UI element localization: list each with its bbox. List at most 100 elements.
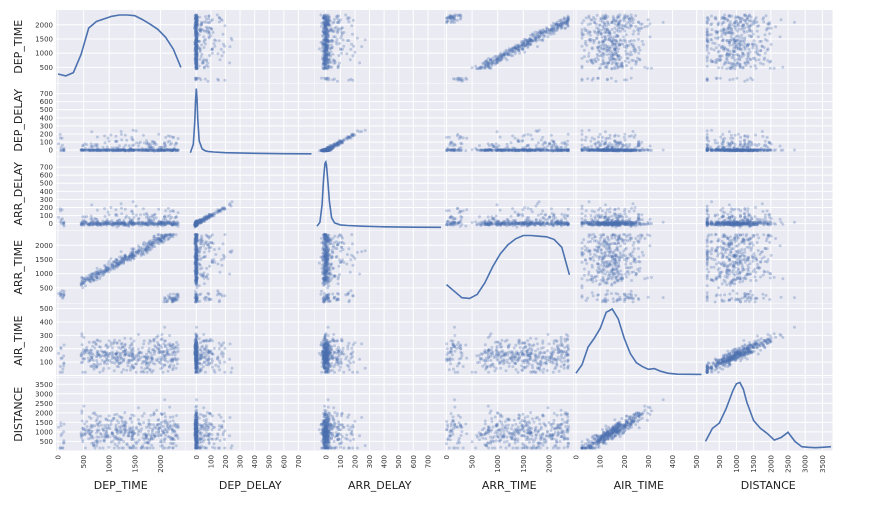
cell-background — [185, 83, 315, 157]
scatter-point — [582, 55, 586, 59]
scatter-point — [613, 148, 617, 152]
scatter-point — [348, 58, 352, 62]
scatter-point — [608, 38, 612, 42]
scatter-point — [602, 47, 606, 51]
scatter-point — [541, 143, 545, 147]
scatter-point — [750, 35, 754, 39]
scatter-point — [733, 133, 737, 137]
scatter-point — [132, 216, 136, 219]
scatter-point — [209, 19, 213, 23]
scatter-point — [119, 130, 123, 133]
scatter-point — [590, 144, 594, 148]
scatter-point — [105, 149, 109, 152]
scatter-point — [176, 221, 180, 225]
scatter-point — [207, 35, 211, 39]
scatter-point — [195, 58, 199, 62]
scatter-point — [497, 144, 501, 148]
scatter-point — [205, 58, 209, 62]
scatter-point — [196, 28, 200, 32]
scatter-point — [195, 15, 199, 19]
scatter-point — [621, 24, 625, 28]
scatter-point — [194, 24, 198, 28]
scatter-point — [544, 30, 548, 34]
scatter-point — [740, 33, 744, 37]
scatter-point — [204, 64, 208, 68]
scatter-point — [193, 14, 197, 18]
scatter-point — [613, 133, 617, 137]
scatter-point — [328, 47, 332, 51]
scatter-point — [558, 21, 562, 25]
scatter-point — [194, 49, 198, 53]
cell-dep_delay-vs-dep_time — [56, 83, 185, 157]
scatter-point — [195, 38, 199, 42]
scatter-point — [768, 141, 772, 145]
scatter-point — [60, 143, 64, 147]
scatter-point — [194, 62, 198, 66]
scatter-point — [218, 16, 221, 20]
scatter-point — [194, 44, 198, 48]
scatter-point — [154, 216, 158, 220]
scatter-point — [335, 42, 339, 46]
scatter-point — [335, 79, 339, 83]
scatter-point — [324, 38, 327, 41]
cell-dep_time-vs-arr_delay — [315, 10, 444, 83]
scatter-point — [194, 14, 198, 18]
scatter-point — [199, 55, 203, 59]
scatter-point — [763, 139, 767, 143]
scatter-point — [206, 79, 210, 83]
scatter-point — [195, 61, 199, 65]
scatter-point — [610, 148, 614, 152]
scatter-point — [324, 56, 328, 59]
scatter-point — [202, 38, 206, 42]
scatter-point — [733, 67, 737, 71]
scatter-point — [148, 222, 152, 226]
scatter-point — [324, 40, 327, 44]
scatter-point — [324, 36, 328, 40]
scatter-point — [194, 19, 198, 23]
scatter-point — [194, 64, 198, 68]
scatter-point — [615, 33, 619, 37]
scatter-point — [194, 39, 198, 43]
scatter-point — [749, 15, 753, 19]
scatter-point — [764, 14, 768, 18]
scatter-point — [194, 35, 198, 39]
scatter-point — [148, 148, 152, 152]
scatter-point — [194, 30, 198, 34]
scatter-point — [331, 21, 335, 25]
scatter-point — [193, 62, 197, 66]
scatter-point — [632, 44, 636, 48]
scatter-point — [210, 48, 214, 52]
scatter-point — [631, 130, 635, 133]
scatter-point — [206, 31, 210, 35]
scatter-point — [195, 53, 199, 57]
scatter-point — [729, 133, 733, 137]
scatter-point — [324, 43, 328, 47]
scatter-point — [336, 29, 340, 33]
scatter-point — [597, 58, 600, 62]
scatter-point — [470, 66, 474, 70]
scatter-point — [205, 28, 209, 32]
scatter-point — [615, 28, 619, 32]
scatter-point — [549, 28, 553, 32]
scatter-point — [194, 57, 198, 61]
scatter-point — [194, 54, 198, 58]
scatter-point — [326, 38, 330, 42]
scatter-point — [539, 149, 543, 153]
scatter-point — [554, 22, 558, 26]
scatter-point — [607, 23, 611, 26]
scatter-point — [321, 30, 325, 34]
scatter-point — [202, 35, 206, 39]
scatter-point — [195, 67, 199, 71]
scatter-point — [143, 147, 147, 151]
scatter-point — [194, 59, 198, 63]
scatter-point — [212, 42, 216, 45]
scatter-point — [756, 149, 760, 152]
scatter-point — [194, 16, 198, 20]
scatter-point — [640, 22, 644, 26]
scatter-point — [193, 40, 197, 44]
scatter-point — [130, 137, 134, 141]
scatter-point — [604, 30, 608, 34]
scatter-point — [488, 58, 492, 62]
scatter-point — [194, 16, 197, 20]
scatter-point — [629, 16, 633, 20]
